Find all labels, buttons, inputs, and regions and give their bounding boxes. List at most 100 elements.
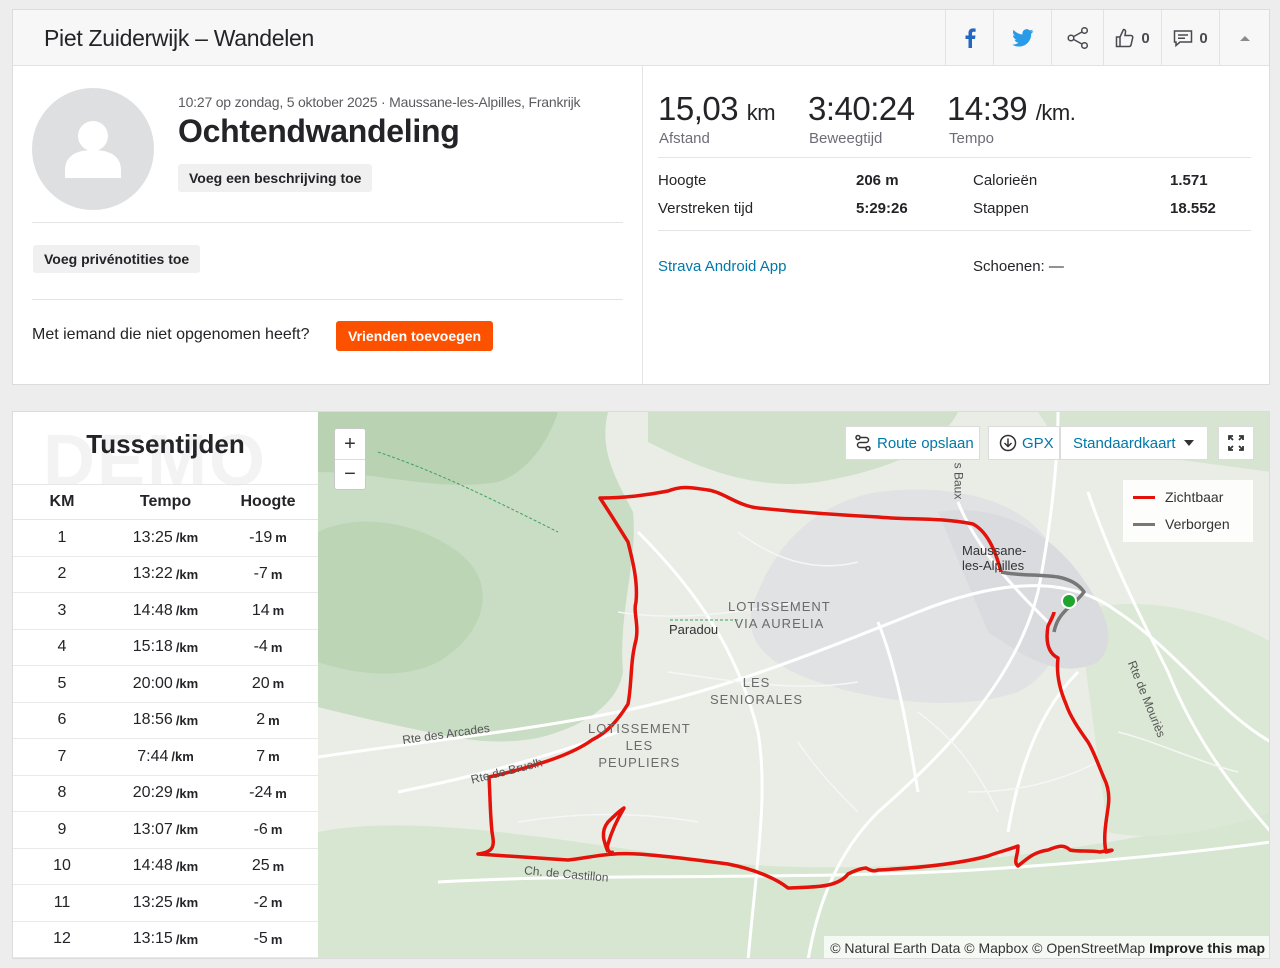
divider [32,222,623,223]
distance-unit: km [746,100,776,125]
map-place-line: Maussane- [962,543,1027,558]
attribution-text: © Natural Earth Data © Mapbox © OpenStre… [830,940,1146,956]
split-km: 8 [37,776,87,812]
split-pace-unit: /km [171,749,194,765]
device-link[interactable]: Strava Android App [658,258,787,275]
save-route-button[interactable]: Route opslaan [845,426,980,460]
split-pace-unit: /km [175,712,199,728]
steps-label: Stappen [973,200,1029,217]
table-row: 5 20:00/km 20 m [13,666,318,703]
table-row: 10 14:48/km 25 m [13,849,318,885]
kudos-button[interactable]: 0 [1103,10,1161,66]
save-route-label: Route opslaan [877,434,974,452]
col-km: KM [49,493,75,510]
map-style-select[interactable]: Standaardkaart [1060,426,1208,460]
legend-visible: Zichtbaar [1133,489,1223,505]
split-elevation-unit: m [268,749,280,765]
legend-hidden: Verborgen [1133,516,1230,532]
route-map[interactable]: LOTISSEMENT VIA AURELIA LES SENIORALES LOT… [318,412,1269,958]
table-row: 8 20:29/km -24 m [13,776,318,812]
field-area [1078,603,1269,836]
split-elevation-value: 25 [251,857,270,875]
add-description-button[interactable]: Voeg een beschrijving toe [178,164,373,192]
split-pace: 14:48/km [113,849,218,885]
split-elevation-value: -4 [253,638,268,656]
divider [658,157,1251,158]
moving-time-value: 3:40:24 [808,90,915,127]
add-friends-button[interactable]: Vrienden toevoegen [336,321,494,351]
map-label-line: LOTISSEMENT [588,721,691,736]
comments-button[interactable]: 0 [1161,10,1219,66]
map-place-maussane: Maussane-les-Alpilles [962,543,1026,573]
split-elevation: -5 m [223,922,313,958]
elapsed-time-value: 5:29:26 [856,200,908,217]
pace-value: 14:39 /km. [947,90,1076,128]
split-km-value: 2 [57,565,67,583]
avatar[interactable] [32,88,154,210]
split-elevation-unit: m [272,676,285,692]
invite-text: Met iemand die niet opgenomen heeft? [32,326,310,343]
visible-route [476,485,1114,890]
split-elevation: 20 m [223,666,313,702]
table-row: 6 18:56/km 2 m [13,703,318,739]
split-pace-value: 13:22 [132,565,173,583]
split-km: 1 [37,520,87,556]
split-elevation-unit: m [272,858,285,874]
divider [32,299,623,300]
pace-label: Tempo [949,130,995,147]
section-divider [642,66,643,384]
split-elevation-value: 14 [251,601,270,619]
trail [377,451,559,533]
caret-up-icon [1239,36,1250,41]
caret-down-icon [1183,440,1194,446]
gpx-label: GPX [1022,434,1054,452]
zoom-out-button[interactable]: − [335,459,365,489]
map-label: LOTISSEMENT VIA AURELIA [728,598,831,632]
split-elevation: -19 m [223,520,313,556]
pace-number: 14:39 [947,90,1028,127]
fullscreen-button[interactable] [1218,426,1254,460]
split-km-value: 3 [57,601,67,619]
split-pace-value: 13:15 [132,930,173,948]
map-label-line: LOTISSEMENT [728,599,831,614]
split-pace-unit: /km [175,822,199,838]
twitter-share-button[interactable] [993,10,1051,66]
forest-area [318,521,483,674]
split-elevation-value: 2 [256,711,266,729]
gpx-button[interactable]: GPX [988,426,1060,460]
map-place-paradou: Paradou [669,622,719,637]
split-elevation: 25 m [223,849,313,885]
shoes-info: Schoenen: — [973,258,1064,275]
collapse-button[interactable] [1219,10,1269,66]
distance-value: 15,03 km [658,90,776,128]
split-km: 4 [37,630,87,666]
share-button[interactable] [1051,10,1103,66]
activity-summary-panel: Piet Zuiderwijk – Wandelen 0 0 [12,9,1270,385]
forest-area [318,412,558,485]
zoom-in-button[interactable]: + [344,432,356,455]
split-km-value: 6 [57,711,67,729]
map-label: LES SENIORALES [710,674,803,708]
improve-map-link[interactable]: Improve this map [1149,940,1265,956]
split-km: 10 [37,849,87,885]
visible-route-loop [601,806,626,855]
splits-header: KM Tempo Hoogte [13,484,318,520]
table-row: 12 13:15/km -5 m [13,922,318,958]
comments-count: 0 [1199,29,1208,47]
split-pace: 20:00/km [113,666,218,702]
split-pace-unit: /km [175,566,199,582]
split-km-value: 9 [57,820,67,838]
facebook-share-button[interactable] [945,10,993,66]
add-private-notes-button[interactable]: Voeg privénotities toe [33,245,201,273]
town-area [938,510,1109,669]
split-pace-value: 13:07 [132,820,173,838]
split-elevation: -4 m [223,630,313,666]
split-elevation-unit: m [270,931,283,947]
split-km-value: 10 [53,857,71,875]
split-pace-value: 18:56 [132,711,173,729]
split-pace: 13:25/km [113,520,218,556]
split-pace-unit: /km [175,603,199,619]
table-row: 9 13:07/km -6 m [13,812,318,849]
split-pace: 13:25/km [113,885,218,921]
